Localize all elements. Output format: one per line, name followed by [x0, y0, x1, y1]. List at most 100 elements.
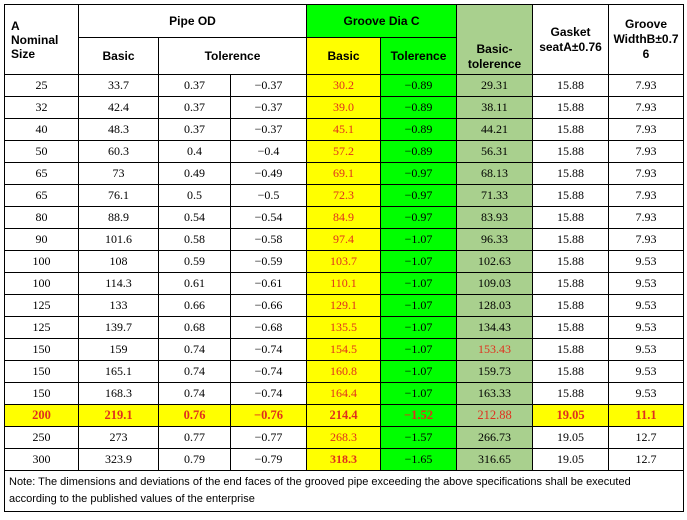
cell-basic-tol: 29.31 [456, 74, 534, 97]
cell-groove-tol: −0.89 [380, 118, 458, 141]
cell-gasket: 15.88 [532, 228, 610, 251]
cell-basic-tol: 316.65 [456, 448, 534, 471]
header-pipe-od: Pipe OD [77, 4, 308, 38]
cell-size: 50 [4, 140, 79, 163]
cell-od-basic: 168.3 [78, 382, 159, 405]
cell-od-tol-plus: 0.58 [158, 228, 231, 251]
cell-width: 7.93 [608, 74, 685, 97]
cell-width: 9.53 [608, 360, 685, 383]
cell-groove-basic: 84.9 [306, 206, 382, 229]
cell-od-tol-minus: −0.79 [229, 448, 308, 471]
table-row: 125 133 0.66 −0.66 129.1 −1.07 128.03 15.88 9.53 [4, 294, 685, 317]
cell-od-tol-minus: −0.58 [229, 228, 308, 251]
cell-od-tol-plus: 0.5 [158, 184, 231, 207]
cell-od-tol-plus: 0.4 [158, 140, 231, 163]
cell-groove-tol: −1.07 [380, 360, 458, 383]
cell-groove-tol: −0.89 [380, 74, 458, 97]
table-row: 250 273 0.77 −0.77 268.3 −1.57 266.73 19.05 12.7 [4, 426, 685, 449]
cell-width: 9.53 [608, 382, 685, 405]
table-row: 125 139.7 0.68 −0.68 135.5 −1.07 134.43 15.88 9.… [4, 316, 685, 339]
table-row: 32 42.4 0.37 −0.37 39.0 −0.89 38.11 15.88 7.93 [4, 96, 685, 119]
cell-size: 40 [4, 118, 79, 141]
table-row: 150 165.1 0.74 −0.74 160.8 −1.07 159.73 15.88 9.… [4, 360, 685, 383]
cell-groove-basic: 45.1 [306, 118, 382, 141]
cell-gasket: 15.88 [532, 118, 610, 141]
cell-groove-basic: 72.3 [306, 184, 382, 207]
cell-groove-basic: 160.8 [306, 360, 382, 383]
cell-od-basic: 101.6 [78, 228, 159, 251]
cell-groove-basic: 30.2 [306, 74, 382, 97]
cell-gasket: 15.88 [532, 74, 610, 97]
cell-size: 100 [4, 272, 79, 295]
cell-groove-basic: 135.5 [306, 316, 382, 339]
cell-groove-basic: 318.3 [306, 448, 382, 471]
cell-groove-tol: −1.07 [380, 382, 458, 405]
cell-gasket: 15.88 [532, 272, 610, 295]
cell-gasket: 15.88 [532, 184, 610, 207]
header-od-tolerence: Tolerence [157, 37, 308, 75]
cell-groove-basic: 154.5 [306, 338, 382, 361]
cell-basic-tol: 56.31 [456, 140, 534, 163]
cell-od-tol-plus: 0.54 [158, 206, 231, 229]
cell-basic-tol: 163.33 [456, 382, 534, 405]
cell-od-tol-plus: 0.61 [158, 272, 231, 295]
cell-od-basic: 165.1 [78, 360, 159, 383]
cell-groove-tol: −1.07 [380, 228, 458, 251]
cell-od-basic: 114.3 [78, 272, 159, 295]
cell-od-basic: 48.3 [78, 118, 159, 141]
cell-od-tol-minus: −0.76 [229, 404, 308, 427]
cell-basic-tol: 153.43 [456, 338, 534, 361]
cell-size: 125 [4, 294, 79, 317]
cell-width: 7.93 [608, 140, 685, 163]
table-row: 150 168.3 0.74 −0.74 164.4 −1.07 163.33 15.88 9.… [4, 382, 685, 405]
cell-size: 65 [4, 162, 79, 185]
cell-od-tol-plus: 0.37 [158, 118, 231, 141]
cell-od-tol-plus: 0.74 [158, 360, 231, 383]
cell-od-basic: 323.9 [78, 448, 159, 471]
cell-basic-tol: 83.93 [456, 206, 534, 229]
cell-groove-tol: −1.07 [380, 272, 458, 295]
table-row: 80 88.9 0.54 −0.54 84.9 −0.97 83.93 15.88 7.93 [4, 206, 685, 229]
cell-od-tol-minus: −0.59 [229, 250, 308, 273]
cell-width: 12.7 [608, 448, 685, 471]
header-gasket-seat: Gasket seatA±0.76 [532, 4, 610, 75]
header-groove-tolerence: Tolerence [380, 37, 458, 75]
cell-groove-basic: 103.7 [306, 250, 382, 273]
cell-groove-basic: 69.1 [306, 162, 382, 185]
cell-od-tol-plus: 0.77 [158, 426, 231, 449]
cell-groove-tol: −1.57 [380, 426, 458, 449]
cell-od-basic: 60.3 [78, 140, 159, 163]
groove-spec-table: A Nominal Size Pipe OD Groove Dia C Basi… [3, 4, 685, 512]
cell-groove-basic: 268.3 [306, 426, 382, 449]
cell-gasket: 15.88 [532, 316, 610, 339]
cell-groove-basic: 110.1 [306, 272, 382, 295]
cell-gasket: 15.88 [532, 140, 610, 163]
cell-groove-tol: −0.97 [380, 184, 458, 207]
cell-width: 7.93 [608, 206, 685, 229]
cell-od-tol-plus: 0.59 [158, 250, 231, 273]
cell-width: 7.93 [608, 162, 685, 185]
cell-groove-tol: −1.07 [380, 250, 458, 273]
cell-od-tol-minus: −0.37 [229, 118, 308, 141]
cell-gasket: 15.88 [532, 294, 610, 317]
cell-od-tol-minus: −0.37 [229, 74, 308, 97]
cell-width: 9.53 [608, 294, 685, 317]
table-row: 150 159 0.74 −0.74 154.5 −1.07 153.43 15.88 9.53 [4, 338, 685, 361]
cell-groove-basic: 57.2 [306, 140, 382, 163]
cell-basic-tol: 128.03 [456, 294, 534, 317]
cell-width: 7.93 [608, 184, 685, 207]
cell-width: 7.93 [608, 96, 685, 119]
cell-size: 80 [4, 206, 79, 229]
cell-od-tol-minus: −0.68 [229, 316, 308, 339]
cell-basic-tol: 96.33 [456, 228, 534, 251]
cell-width: 9.53 [608, 272, 685, 295]
header-groove-basic: Basic [306, 37, 382, 75]
cell-od-tol-plus: 0.68 [158, 316, 231, 339]
cell-od-tol-minus: −0.37 [229, 96, 308, 119]
table-row: 90 101.6 0.58 −0.58 97.4 −1.07 96.33 15.88 7.93 [4, 228, 685, 251]
cell-od-basic: 139.7 [78, 316, 159, 339]
cell-od-tol-minus: −0.61 [229, 272, 308, 295]
cell-width: 11.1 [608, 404, 685, 427]
table-row: 300 323.9 0.79 −0.79 318.3 −1.65 316.65 19.05 12… [4, 448, 685, 471]
cell-size: 150 [4, 382, 79, 405]
